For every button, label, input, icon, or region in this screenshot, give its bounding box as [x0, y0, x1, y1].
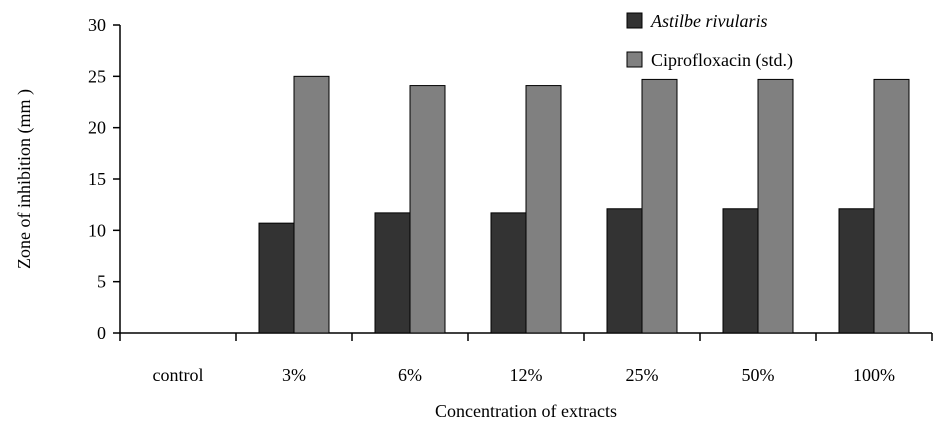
legend-swatch-astilbe	[626, 12, 643, 29]
bar-astilbe	[838, 208, 875, 334]
legend-swatch-ciprofloxacin	[626, 51, 643, 68]
y-tick-label: 15	[88, 169, 106, 189]
bar-astilbe	[606, 208, 643, 334]
y-tick-label: 5	[97, 272, 106, 292]
legend-label-astilbe: Astilbe rivularis	[650, 11, 768, 31]
y-axis: 0 5 10 15 20 25 30	[88, 15, 121, 343]
bar-ciprofloxacin	[641, 78, 678, 334]
bar-ciprofloxacin	[525, 85, 562, 334]
bar-astilbe	[258, 222, 295, 334]
x-axis-title: Concentration of extracts	[435, 401, 617, 421]
bar-ciprofloxacin	[409, 85, 446, 334]
bar-ciprofloxacin	[873, 78, 910, 334]
x-tick-label: 50%	[742, 365, 775, 385]
y-axis-title: Zone of inhibition (mm )	[14, 89, 35, 269]
bar-ciprofloxacin	[293, 75, 330, 334]
x-axis: control 3% 6% 12% 25% 50% 100%	[119, 332, 933, 385]
x-tick-label: 100%	[853, 365, 895, 385]
x-tick-label: 3%	[282, 365, 306, 385]
legend: Astilbe rivularis Ciprofloxacin (std.)	[626, 11, 793, 71]
x-tick-label: 6%	[398, 365, 422, 385]
x-tick-label: control	[153, 365, 204, 385]
y-tick-label: 30	[88, 15, 106, 35]
bar-astilbe	[490, 212, 527, 334]
bar-astilbe	[722, 208, 759, 334]
x-tick-label: 25%	[626, 365, 659, 385]
x-tick-label: 12%	[510, 365, 543, 385]
legend-label-ciprofloxacin: Ciprofloxacin (std.)	[651, 50, 793, 71]
bars	[258, 75, 910, 334]
y-tick-label: 10	[88, 220, 106, 240]
y-tick-label: 20	[88, 118, 106, 138]
bar-ciprofloxacin	[757, 78, 794, 334]
y-tick-label: 25	[88, 66, 106, 86]
y-tick-label: 0	[97, 323, 106, 343]
bar-astilbe	[374, 212, 411, 334]
